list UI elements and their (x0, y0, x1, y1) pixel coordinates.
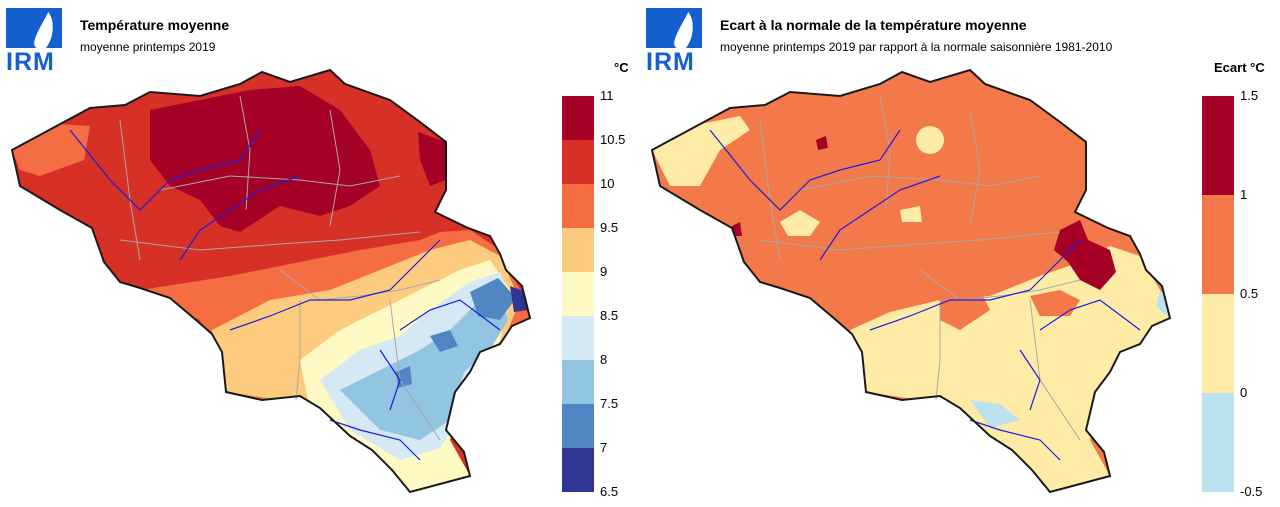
zone-10.5-11 (150, 86, 380, 232)
belgium-anomaly-map (650, 68, 1172, 494)
map-title: Ecart à la normale de la température moy… (720, 17, 1027, 33)
admin-boundaries (119, 95, 441, 441)
legend-bin (562, 272, 594, 317)
legend-color-bar (562, 96, 594, 492)
map-subtitle: moyenne printemps 2019 par rapport à la … (720, 40, 1113, 54)
legend-tick-label: 8 (600, 352, 608, 367)
legend-bin (562, 316, 594, 361)
legend-tick-label: 10 (600, 176, 615, 191)
irm-logo-text: IRM (6, 48, 55, 76)
legend-bin (562, 448, 594, 492)
legend-bin (562, 228, 594, 273)
legend-unit: Ecart °C (1214, 60, 1265, 75)
legend-tick-label: 7.5 (600, 396, 619, 411)
legend-tick-label: 7 (600, 440, 608, 455)
map-title: Température moyenne (80, 17, 230, 33)
legend-bin (562, 140, 594, 185)
belgium-border (10, 68, 532, 494)
legend-color-bar (1202, 96, 1234, 492)
rivers (709, 129, 1141, 461)
legend-tick-label: 10.5 (600, 132, 626, 147)
legend-bin (562, 404, 594, 449)
legend-bin (1202, 195, 1234, 295)
legend-tick-label: 9 (600, 264, 608, 279)
legend-bin (1202, 96, 1234, 196)
irm-logo-mark-icon (646, 8, 702, 48)
irm-logo: IRM (646, 6, 702, 76)
legend-bin (562, 96, 594, 141)
legend-bin (1202, 294, 1234, 394)
legend-bin (562, 360, 594, 405)
legend-tick-label: 8.5 (600, 308, 619, 323)
irm-logo: IRM (6, 6, 62, 76)
legend-tick-label: 1.5 (1240, 88, 1259, 103)
legend-tick-label: -0.5 (1240, 484, 1263, 499)
belgium-border (650, 68, 1172, 494)
irm-logo-text: IRM (646, 48, 695, 76)
legend-bin (562, 184, 594, 229)
irm-logo-mark-icon (6, 8, 62, 48)
legend-tick-label: 0.5 (1240, 286, 1259, 301)
map-subtitle: moyenne printemps 2019 (80, 40, 216, 54)
legend-unit: °C (614, 60, 629, 75)
rivers (69, 129, 501, 461)
panel-temperature-anomaly: IRM Ecart à la normale de la température… (640, 0, 1280, 507)
belgium-temperature-map (10, 68, 532, 494)
panel-mean-temperature: IRM Température moyenne moyenne printemp… (6, 6, 629, 499)
legend-tick-label: 0 (1240, 385, 1248, 400)
legend-tick-label: 9.5 (600, 220, 619, 235)
legend-tick-label: 6.5 (600, 484, 619, 499)
legend-tick-label: 11 (600, 88, 614, 103)
legend-bin (1202, 393, 1234, 492)
legend-tick-label: 1 (1240, 187, 1248, 202)
